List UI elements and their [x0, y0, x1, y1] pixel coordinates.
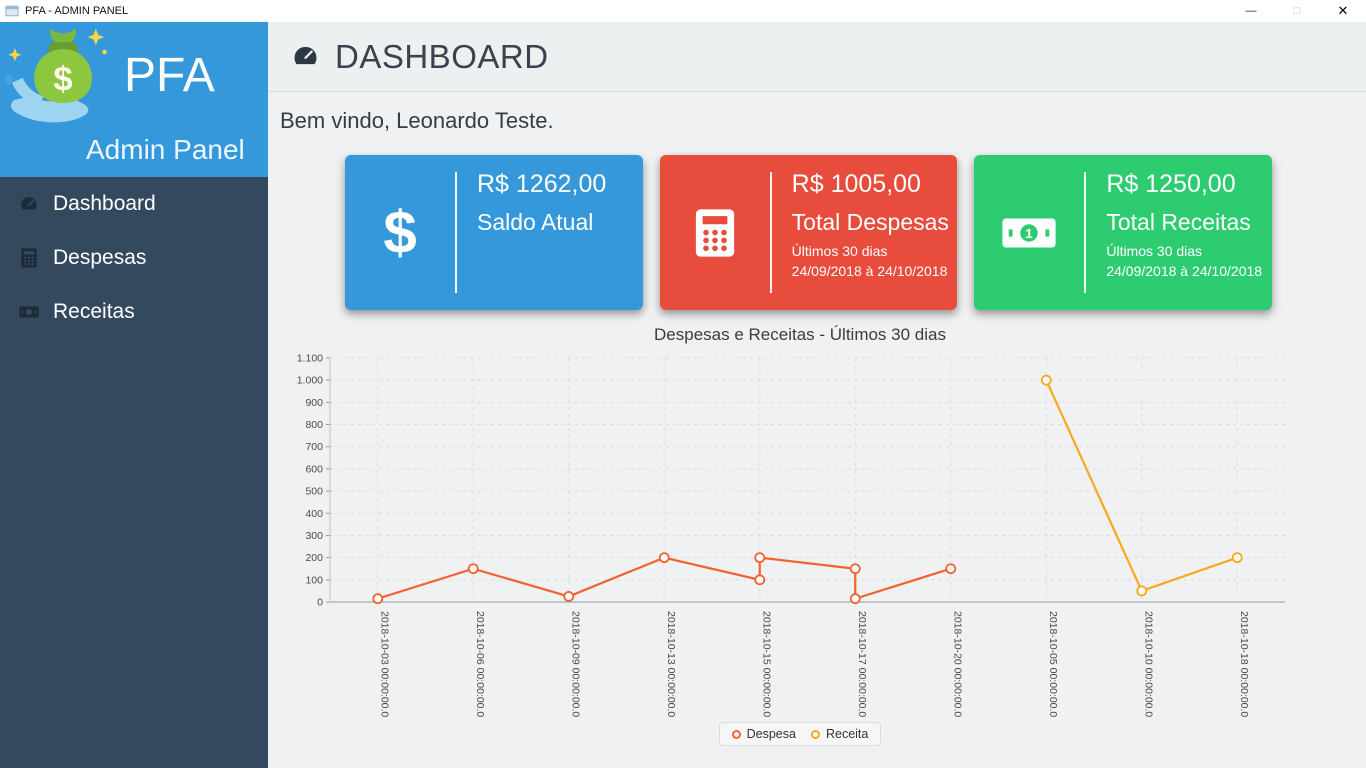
gauge-icon: [18, 193, 40, 215]
brand-header: $ PFA Admin Panel: [0, 22, 268, 177]
legend-marker-icon: [731, 729, 741, 739]
legend-label: Despesa: [746, 727, 796, 741]
legend-label: Receita: [825, 727, 869, 741]
sidebar-item-label: Despesas: [53, 246, 147, 269]
sidebar-item-receitas[interactable]: Receitas: [0, 285, 268, 339]
svg-text:2018-10-05 00:00:00.0: 2018-10-05 00:00:00.0: [1047, 611, 1059, 717]
card-saldo-atual: $ R$ 1262,00 Saldo Atual: [345, 155, 643, 310]
sidebar-item-label: Receitas: [53, 300, 135, 323]
svg-text:$: $: [53, 60, 72, 98]
window-titlebar: PFA - ADMIN PANEL — □ ✕: [0, 0, 1366, 22]
sidebar-nav: Dashboard Despesas: [0, 177, 268, 339]
dollar-icon: $: [383, 198, 417, 266]
gauge-icon: [290, 41, 321, 72]
card-date-range: 24/09/2018 à 24/10/2018: [1106, 263, 1263, 279]
svg-text:400: 400: [305, 508, 323, 520]
summary-cards: $ R$ 1262,00 Saldo Atual: [345, 155, 1273, 310]
svg-text:100: 100: [305, 574, 323, 586]
maximize-button[interactable]: □: [1293, 5, 1301, 17]
app-icon: [5, 4, 19, 18]
sidebar: $ PFA Admin Panel Dashboard: [0, 22, 268, 768]
chart-legend: Despesa Receita: [295, 722, 1305, 746]
card-period: Últimos 30 dias: [1106, 243, 1203, 259]
sidebar-item-despesas[interactable]: Despesas: [0, 231, 268, 285]
legend-item: Receita: [810, 727, 869, 741]
close-button[interactable]: ✕: [1337, 3, 1349, 18]
brand-subtitle: Admin Panel: [86, 134, 245, 165]
minimize-button[interactable]: —: [1245, 5, 1257, 17]
svg-text:2018-10-13 00:00:00.0: 2018-10-13 00:00:00.0: [665, 611, 677, 717]
legend-box: Despesa Receita: [718, 722, 882, 746]
svg-text:500: 500: [305, 486, 323, 498]
svg-text:2018-10-20 00:00:00.0: 2018-10-20 00:00:00.0: [951, 611, 963, 717]
svg-text:900: 900: [305, 397, 323, 409]
legend-marker-icon: [810, 729, 820, 739]
chart-title: Despesas e Receitas - Últimos 30 dias: [654, 325, 946, 344]
legend-item: Despesa: [731, 727, 796, 741]
window-title: PFA - ADMIN PANEL: [25, 5, 129, 17]
card-period: Últimos 30 dias: [791, 243, 888, 259]
card-total-receitas: 1 R$ 1250,00 Total Receitas Últimos 30 d…: [974, 155, 1273, 310]
main-content: DASHBOARD Bem vindo, Leonardo Teste. $ R…: [268, 22, 1366, 768]
svg-text:1.100: 1.100: [297, 353, 323, 365]
card-label: Total Receitas: [1106, 209, 1251, 235]
sidebar-item-dashboard[interactable]: Dashboard: [0, 177, 268, 231]
svg-text:800: 800: [305, 419, 323, 431]
card-amount: R$ 1250,00: [1106, 170, 1236, 198]
page-header: DASHBOARD: [268, 22, 1366, 92]
svg-text:2018-10-18 00:00:00.0: 2018-10-18 00:00:00.0: [1238, 611, 1250, 717]
svg-text:2018-10-06 00:00:00.0: 2018-10-06 00:00:00.0: [474, 611, 486, 717]
svg-text:2018-10-17 00:00:00.0: 2018-10-17 00:00:00.0: [856, 611, 868, 717]
calculator-icon: [660, 155, 770, 310]
chart-canvas: 2018-10-03 00:00:00.0 2018-10-06 00:00:00…: [297, 353, 1285, 717]
svg-text:2018-10-15 00:00:00.0: 2018-10-15 00:00:00.0: [760, 611, 772, 717]
brand-name: PFA: [124, 49, 215, 102]
card-body: R$ 1250,00 Total Receitas Últimos 30 dia…: [1086, 155, 1266, 310]
card-total-despesas: R$ 1005,00 Total Despesas Últimos 30 dia…: [659, 155, 958, 310]
svg-text:200: 200: [305, 552, 323, 564]
welcome-message: Bem vindo, Leonardo Teste.: [280, 108, 554, 133]
svg-text:1: 1: [1026, 226, 1034, 241]
banknote-icon: 1: [974, 155, 1084, 310]
card-divider: [455, 172, 457, 293]
svg-text:2018-10-10 00:00:00.0: 2018-10-10 00:00:00.0: [1142, 611, 1154, 717]
card-label: Total Despesas: [791, 209, 949, 235]
svg-text:2018-10-09 00:00:00.0: 2018-10-09 00:00:00.0: [569, 611, 581, 717]
card-label: Saldo Atual: [477, 209, 594, 235]
svg-text:300: 300: [305, 530, 323, 542]
line-chart: 2018-10-03 00:00:00.0 2018-10-06 00:00:00…: [295, 348, 1305, 720]
card-divider: [769, 172, 772, 293]
svg-text:0: 0: [317, 597, 323, 609]
svg-text:1.000: 1.000: [297, 375, 323, 387]
card-amount: R$ 1005,00: [791, 170, 921, 198]
svg-text:2018-10-03 00:00:00.0: 2018-10-03 00:00:00.0: [378, 611, 390, 717]
sidebar-item-label: Dashboard: [53, 192, 156, 215]
svg-text:700: 700: [305, 441, 323, 453]
card-amount: R$ 1262,00: [477, 170, 607, 198]
card-divider: [1084, 172, 1087, 293]
money-bag-logo-icon: $: [2, 23, 128, 134]
page-title: DASHBOARD: [335, 37, 549, 75]
banknote-icon: [18, 301, 40, 323]
card-date-range: 24/09/2018 à 24/10/2018: [791, 263, 948, 279]
window-controls: — □ ✕: [1228, 0, 1366, 22]
card-body: R$ 1005,00 Total Despesas Últimos 30 dia…: [772, 155, 953, 310]
card-body: R$ 1262,00 Saldo Atual: [457, 155, 610, 310]
calculator-icon: [18, 247, 40, 269]
svg-text:600: 600: [305, 463, 323, 475]
